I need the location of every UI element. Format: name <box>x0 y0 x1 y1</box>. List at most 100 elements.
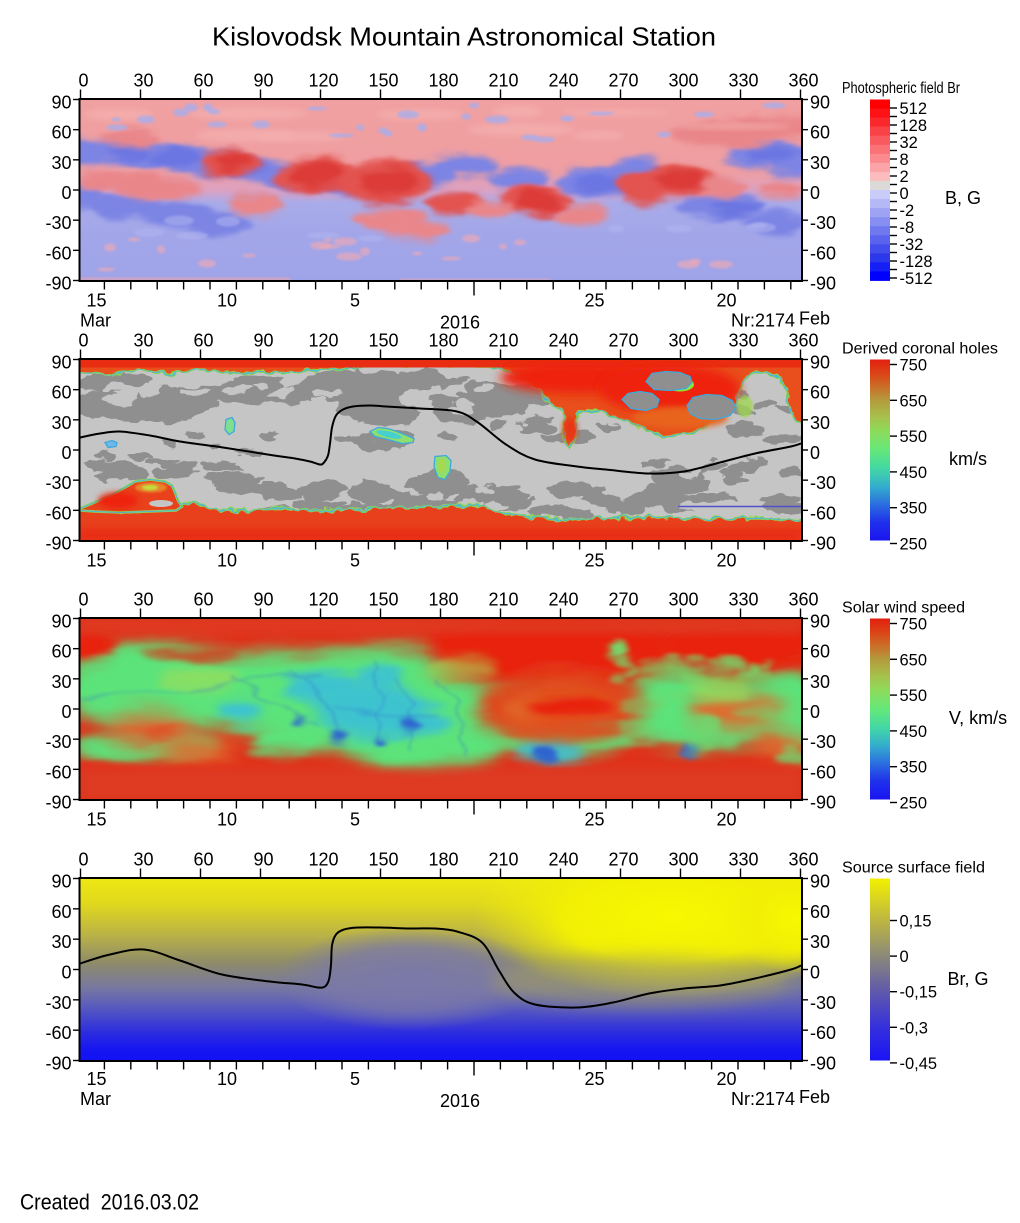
svg-text:-60: -60 <box>45 503 71 523</box>
svg-text:Nr:2174: Nr:2174 <box>731 1089 795 1109</box>
svg-text:360: 360 <box>788 71 818 91</box>
svg-text:650: 650 <box>900 651 928 669</box>
svg-text:450: 450 <box>900 723 928 741</box>
svg-text:-0,15: -0,15 <box>900 984 938 1002</box>
svg-text:-0,3: -0,3 <box>900 1019 928 1037</box>
svg-text:270: 270 <box>608 331 638 351</box>
svg-text:0: 0 <box>810 183 820 203</box>
svg-text:360: 360 <box>788 331 818 351</box>
svg-text:15: 15 <box>86 810 106 830</box>
svg-text:-30: -30 <box>45 993 71 1013</box>
svg-text:2: 2 <box>900 168 909 186</box>
svg-text:15: 15 <box>86 1069 106 1089</box>
svg-text:20: 20 <box>716 810 736 830</box>
svg-text:270: 270 <box>608 590 638 610</box>
svg-text:450: 450 <box>900 464 928 482</box>
svg-text:250: 250 <box>900 795 928 813</box>
svg-text:240: 240 <box>548 331 578 351</box>
svg-text:-60: -60 <box>810 762 836 782</box>
svg-text:Solar wind speed: Solar wind speed <box>842 600 965 617</box>
svg-text:90: 90 <box>810 93 830 113</box>
svg-text:650: 650 <box>900 392 928 410</box>
svg-text:30: 30 <box>133 331 153 351</box>
svg-text:-30: -30 <box>810 993 836 1013</box>
svg-text:60: 60 <box>810 383 830 403</box>
svg-text:Mar: Mar <box>80 311 111 331</box>
svg-text:Derived coronal holes: Derived coronal holes <box>842 341 998 358</box>
svg-text:0: 0 <box>61 963 71 983</box>
svg-text:150: 150 <box>368 850 398 870</box>
svg-text:90: 90 <box>51 353 71 373</box>
svg-text:0: 0 <box>810 443 820 463</box>
svg-text:270: 270 <box>608 71 638 91</box>
svg-text:210: 210 <box>488 590 518 610</box>
svg-text:60: 60 <box>810 123 830 143</box>
svg-text:60: 60 <box>193 71 213 91</box>
svg-text:512: 512 <box>900 100 928 118</box>
svg-text:B, G: B, G <box>945 188 981 208</box>
svg-text:25: 25 <box>584 1069 604 1089</box>
svg-text:-60: -60 <box>810 503 836 523</box>
svg-text:30: 30 <box>810 672 830 692</box>
svg-text:60: 60 <box>51 902 71 922</box>
svg-text:90: 90 <box>810 612 830 632</box>
svg-text:15: 15 <box>86 551 106 571</box>
svg-text:-30: -30 <box>810 213 836 233</box>
svg-text:150: 150 <box>368 331 398 351</box>
svg-text:Kislovodsk Mountain Astronomic: Kislovodsk Mountain Astronomical Station <box>212 22 716 52</box>
svg-text:0: 0 <box>900 948 909 966</box>
svg-text:60: 60 <box>51 383 71 403</box>
svg-text:120: 120 <box>308 850 338 870</box>
svg-text:Source surface field: Source surface field <box>842 860 985 877</box>
svg-text:90: 90 <box>253 850 273 870</box>
svg-text:180: 180 <box>428 590 458 610</box>
svg-text:550: 550 <box>900 687 928 705</box>
svg-text:10: 10 <box>217 810 237 830</box>
svg-text:-90: -90 <box>810 793 836 813</box>
svg-text:60: 60 <box>51 642 71 662</box>
svg-text:-60: -60 <box>810 1023 836 1043</box>
svg-text:60: 60 <box>193 850 213 870</box>
svg-text:Nr:2174: Nr:2174 <box>731 311 795 331</box>
svg-text:Photospheric field Br: Photospheric field Br <box>842 80 960 97</box>
svg-text:360: 360 <box>788 850 818 870</box>
svg-text:30: 30 <box>810 932 830 952</box>
svg-text:0: 0 <box>810 702 820 722</box>
svg-text:210: 210 <box>488 331 518 351</box>
svg-text:60: 60 <box>810 642 830 662</box>
svg-text:250: 250 <box>900 536 928 554</box>
svg-text:-30: -30 <box>45 213 71 233</box>
svg-text:30: 30 <box>810 153 830 173</box>
svg-text:0: 0 <box>78 331 88 351</box>
svg-text:-60: -60 <box>45 1023 71 1043</box>
svg-text:-8: -8 <box>900 219 915 237</box>
svg-text:120: 120 <box>308 331 338 351</box>
svg-text:180: 180 <box>428 331 458 351</box>
svg-text:-30: -30 <box>45 473 71 493</box>
svg-text:2016: 2016 <box>440 313 480 333</box>
svg-text:210: 210 <box>488 71 518 91</box>
svg-text:0: 0 <box>78 850 88 870</box>
svg-text:240: 240 <box>548 850 578 870</box>
svg-text:km/s: km/s <box>949 449 987 469</box>
svg-text:-90: -90 <box>45 1054 71 1074</box>
svg-text:240: 240 <box>548 71 578 91</box>
svg-text:90: 90 <box>51 872 71 892</box>
svg-text:-60: -60 <box>45 762 71 782</box>
svg-text:8: 8 <box>900 151 909 169</box>
svg-text:90: 90 <box>810 353 830 373</box>
svg-text:120: 120 <box>308 71 338 91</box>
svg-text:180: 180 <box>428 850 458 870</box>
svg-text:300: 300 <box>668 331 698 351</box>
svg-text:270: 270 <box>608 850 638 870</box>
svg-text:0: 0 <box>61 702 71 722</box>
svg-text:90: 90 <box>51 612 71 632</box>
svg-text:-128: -128 <box>900 253 933 271</box>
svg-text:Feb: Feb <box>799 1087 830 1107</box>
svg-text:-32: -32 <box>900 236 924 254</box>
svg-text:0,15: 0,15 <box>900 913 932 931</box>
svg-text:-0,45: -0,45 <box>900 1055 938 1073</box>
svg-text:0: 0 <box>78 590 88 610</box>
svg-text:30: 30 <box>51 672 71 692</box>
svg-text:25: 25 <box>584 551 604 571</box>
